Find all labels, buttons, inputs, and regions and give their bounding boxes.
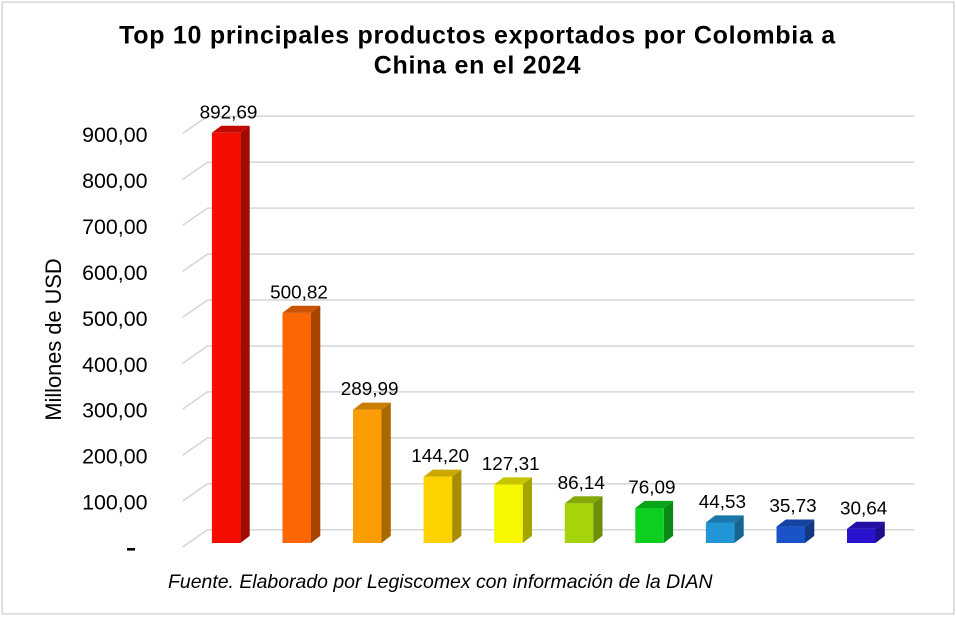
svg-text:800,00: 800,00 <box>82 169 148 193</box>
svg-text:76,09: 76,09 <box>628 478 675 499</box>
svg-text:100,00: 100,00 <box>82 491 148 515</box>
svg-text:Fuente. Elaborado por Legiscom: Fuente. Elaborado por Legiscomex con inf… <box>168 571 714 593</box>
svg-text:86,14: 86,14 <box>558 473 605 494</box>
svg-text:900,00: 900,00 <box>82 123 148 147</box>
svg-text:35,73: 35,73 <box>769 496 816 517</box>
svg-text:China en el 2024: China en el 2024 <box>374 52 582 80</box>
svg-text:500,00: 500,00 <box>82 307 148 331</box>
svg-text:127,31: 127,31 <box>482 454 540 475</box>
svg-text:600,00: 600,00 <box>82 261 148 285</box>
svg-text:500,82: 500,82 <box>270 282 328 303</box>
svg-text:300,00: 300,00 <box>82 399 148 423</box>
svg-text:30,64: 30,64 <box>840 498 887 519</box>
svg-text:Millones de USD: Millones de USD <box>41 258 66 420</box>
svg-text:44,53: 44,53 <box>699 492 746 513</box>
svg-text:289,99: 289,99 <box>341 379 399 400</box>
svg-text:400,00: 400,00 <box>82 353 148 377</box>
svg-text:892,69: 892,69 <box>200 102 258 123</box>
svg-text:700,00: 700,00 <box>82 215 148 239</box>
svg-text:144,20: 144,20 <box>411 446 469 467</box>
svg-text:200,00: 200,00 <box>82 445 148 469</box>
svg-text:Top 10 principales productos e: Top 10 principales productos exportados … <box>119 22 836 50</box>
